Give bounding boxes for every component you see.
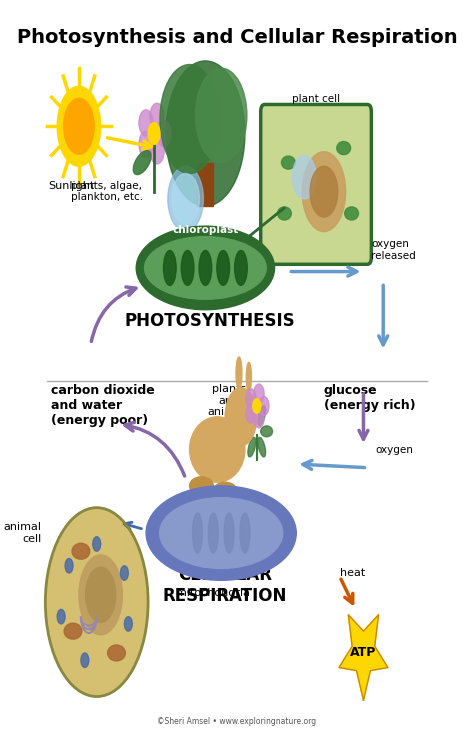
- Ellipse shape: [181, 250, 194, 285]
- Ellipse shape: [282, 156, 295, 169]
- Circle shape: [86, 567, 116, 622]
- Text: animal
cell: animal cell: [3, 522, 41, 544]
- Circle shape: [79, 555, 122, 635]
- Ellipse shape: [217, 250, 229, 285]
- Ellipse shape: [246, 362, 251, 392]
- Circle shape: [246, 404, 256, 423]
- Circle shape: [57, 86, 100, 166]
- Ellipse shape: [214, 482, 236, 497]
- Circle shape: [225, 388, 257, 446]
- Ellipse shape: [190, 417, 245, 482]
- Ellipse shape: [224, 513, 234, 553]
- Ellipse shape: [258, 406, 265, 425]
- Circle shape: [150, 138, 164, 164]
- Ellipse shape: [199, 250, 212, 285]
- Ellipse shape: [133, 151, 151, 175]
- Ellipse shape: [64, 623, 82, 639]
- Text: Sunlight: Sunlight: [48, 181, 94, 191]
- Text: plants
and
animals: plants and animals: [207, 384, 251, 417]
- Text: oxygen: oxygen: [375, 444, 413, 455]
- Circle shape: [139, 131, 153, 157]
- Ellipse shape: [209, 513, 218, 553]
- Text: carbon dioxide
and water
(energy poor): carbon dioxide and water (energy poor): [51, 384, 155, 427]
- Circle shape: [254, 384, 264, 403]
- Ellipse shape: [277, 207, 292, 220]
- Circle shape: [124, 616, 132, 631]
- Text: Photosynthesis and Cellular Respiration: Photosynthesis and Cellular Respiration: [17, 29, 457, 47]
- Ellipse shape: [192, 513, 202, 553]
- Text: ©Sheri Amsel • www.exploringnature.org: ©Sheri Amsel • www.exploringnature.org: [157, 717, 317, 725]
- Ellipse shape: [240, 513, 250, 553]
- Polygon shape: [339, 615, 388, 701]
- Circle shape: [64, 98, 94, 154]
- Text: PHOTOSYNTHESIS: PHOTOSYNTHESIS: [124, 312, 295, 329]
- Ellipse shape: [190, 477, 213, 495]
- Circle shape: [168, 166, 203, 231]
- Circle shape: [166, 61, 245, 206]
- Circle shape: [148, 123, 160, 144]
- Circle shape: [259, 397, 269, 415]
- Text: mitochondria: mitochondria: [176, 588, 250, 597]
- Ellipse shape: [146, 486, 296, 580]
- Circle shape: [195, 68, 247, 163]
- Text: ATP: ATP: [350, 646, 377, 660]
- Ellipse shape: [248, 406, 256, 425]
- Bar: [198, 163, 213, 206]
- Circle shape: [139, 110, 153, 136]
- Ellipse shape: [248, 437, 256, 457]
- Circle shape: [254, 409, 264, 427]
- Ellipse shape: [235, 250, 247, 285]
- Text: heat: heat: [340, 568, 365, 578]
- Circle shape: [157, 121, 171, 146]
- Circle shape: [81, 653, 89, 668]
- Ellipse shape: [72, 543, 90, 559]
- Circle shape: [160, 64, 219, 173]
- Ellipse shape: [136, 226, 274, 310]
- Circle shape: [93, 537, 100, 551]
- Circle shape: [46, 508, 148, 697]
- Circle shape: [310, 166, 338, 217]
- Ellipse shape: [345, 207, 358, 220]
- Ellipse shape: [236, 357, 242, 389]
- Circle shape: [172, 173, 200, 224]
- Ellipse shape: [164, 250, 176, 285]
- Ellipse shape: [337, 141, 351, 154]
- Circle shape: [246, 389, 256, 408]
- Ellipse shape: [145, 236, 266, 299]
- Ellipse shape: [241, 426, 253, 437]
- Circle shape: [302, 152, 346, 231]
- Circle shape: [292, 155, 316, 199]
- Ellipse shape: [108, 645, 125, 661]
- Text: glucose
(energy rich): glucose (energy rich): [324, 384, 416, 412]
- Ellipse shape: [160, 498, 283, 569]
- Circle shape: [65, 559, 73, 573]
- Ellipse shape: [261, 426, 273, 437]
- FancyBboxPatch shape: [261, 105, 371, 264]
- Circle shape: [253, 399, 261, 414]
- Ellipse shape: [258, 437, 265, 457]
- Circle shape: [57, 609, 65, 624]
- Text: oxygen
released: oxygen released: [371, 239, 416, 261]
- Text: plant cell: plant cell: [292, 94, 340, 105]
- Text: chloroplast: chloroplast: [172, 225, 238, 235]
- Circle shape: [150, 103, 164, 130]
- Text: CELLULAR
RESPIRATION: CELLULAR RESPIRATION: [163, 566, 287, 605]
- Circle shape: [120, 566, 128, 580]
- Text: plants, algae,
plankton, etc.: plants, algae, plankton, etc.: [71, 181, 143, 202]
